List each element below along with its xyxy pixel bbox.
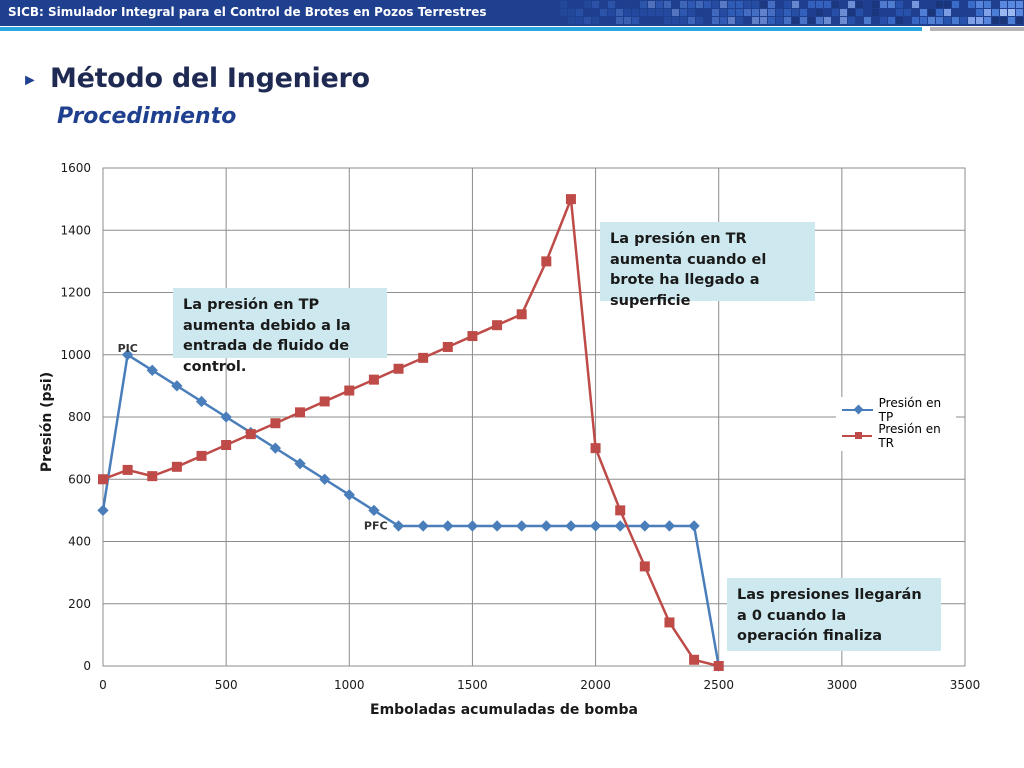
legend-tr-line-icon [842,432,873,439]
data-point [589,520,602,532]
x-tick-label: 1000 [334,678,365,692]
data-point [614,520,626,532]
data-point [615,505,626,516]
series-line [101,353,720,667]
data-point [97,504,109,517]
data-point [269,442,282,454]
callout-tp: La presión en TP aumenta debido a la ent… [173,288,387,375]
point-label: PIC [118,342,138,355]
y-tick-label: 1400 [60,223,91,237]
x-tick-label: 2000 [580,678,611,692]
plot-area [102,167,966,667]
data-point [343,489,355,501]
data-point [492,320,503,331]
data-point [491,520,503,532]
data-point [270,418,281,429]
x-tick-label: 3500 [950,678,981,692]
legend-label-tr: Presión en TR [878,422,941,450]
x-tick-label: 1500 [457,678,488,692]
data-point [146,364,158,376]
x-tick-label: 0 [99,678,107,692]
data-point [639,561,650,572]
y-tick-label: 0 [83,659,91,673]
header-title: SICB: Simulador Integral para el Control… [8,5,487,19]
data-point [565,520,577,532]
data-point [418,352,429,363]
data-point [221,440,232,451]
legend-item-tr: Presión en TR [842,422,956,450]
data-point [220,411,232,423]
x-tick-label: 500 [215,678,238,692]
data-point [541,256,552,267]
data-point [319,473,331,485]
slide-title: Método del Ingeniero [50,63,370,94]
data-point [368,374,379,385]
data-point [442,520,454,532]
x-tick-label: 2500 [703,678,734,692]
point-label: PFC [364,519,388,532]
title-bullet-icon: ► [22,72,38,89]
data-point [368,504,380,517]
y-axis-label: Presión (psi) [39,372,55,472]
data-point [171,461,182,472]
y-tick-label: 800 [68,410,91,424]
data-point [516,520,528,532]
data-point [713,661,724,671]
data-point [442,341,453,352]
legend-tp-line-icon [842,404,873,415]
header-bar: SICB: Simulador Integral para el Control… [0,0,1024,26]
data-point [171,380,183,392]
data-point [319,396,330,407]
y-tick-label: 1200 [60,286,91,300]
slide-subtitle: Procedimiento [57,104,237,129]
data-point [196,450,207,461]
header-pixel-pattern [560,1,1023,24]
data-point [565,194,576,205]
header-rule-gray [930,27,1024,31]
data-point [392,520,405,532]
data-point [245,429,256,440]
data-point [294,458,306,470]
data-point [590,443,601,454]
chart-legend: Presión en TP Presión en TR [836,396,956,451]
data-point [688,520,700,532]
data-point [393,363,404,374]
y-tick-label: 400 [68,535,91,549]
data-point [466,520,479,532]
data-point [664,617,675,628]
legend-label-tp: Presión en TP [878,396,942,424]
data-point [663,520,676,532]
x-tick-label: 3000 [827,678,858,692]
data-point [467,331,478,342]
data-point [689,654,700,665]
callout-end: Las presiones llegarán a 0 cuando la ope… [727,578,941,651]
y-tick-label: 1000 [60,348,91,362]
callout-tr: La presión en TR aumenta cuando el brote… [600,222,815,309]
data-point [516,309,527,320]
data-point [639,520,651,532]
data-point [195,395,208,408]
data-point [417,520,429,532]
y-tick-label: 1600 [60,161,91,175]
y-tick-label: 200 [68,597,91,611]
data-point [98,474,108,485]
data-point [122,464,133,475]
header-rule [0,27,922,31]
data-point [147,471,158,482]
data-point [344,385,355,396]
series-tr [98,194,724,671]
x-axis-label: Emboladas acumuladas de bomba [370,702,638,718]
data-point [540,520,552,532]
data-point [295,407,306,418]
series-tp [97,349,725,672]
legend-item-tp: Presión en TP [842,396,956,424]
y-tick-label: 600 [68,472,91,486]
